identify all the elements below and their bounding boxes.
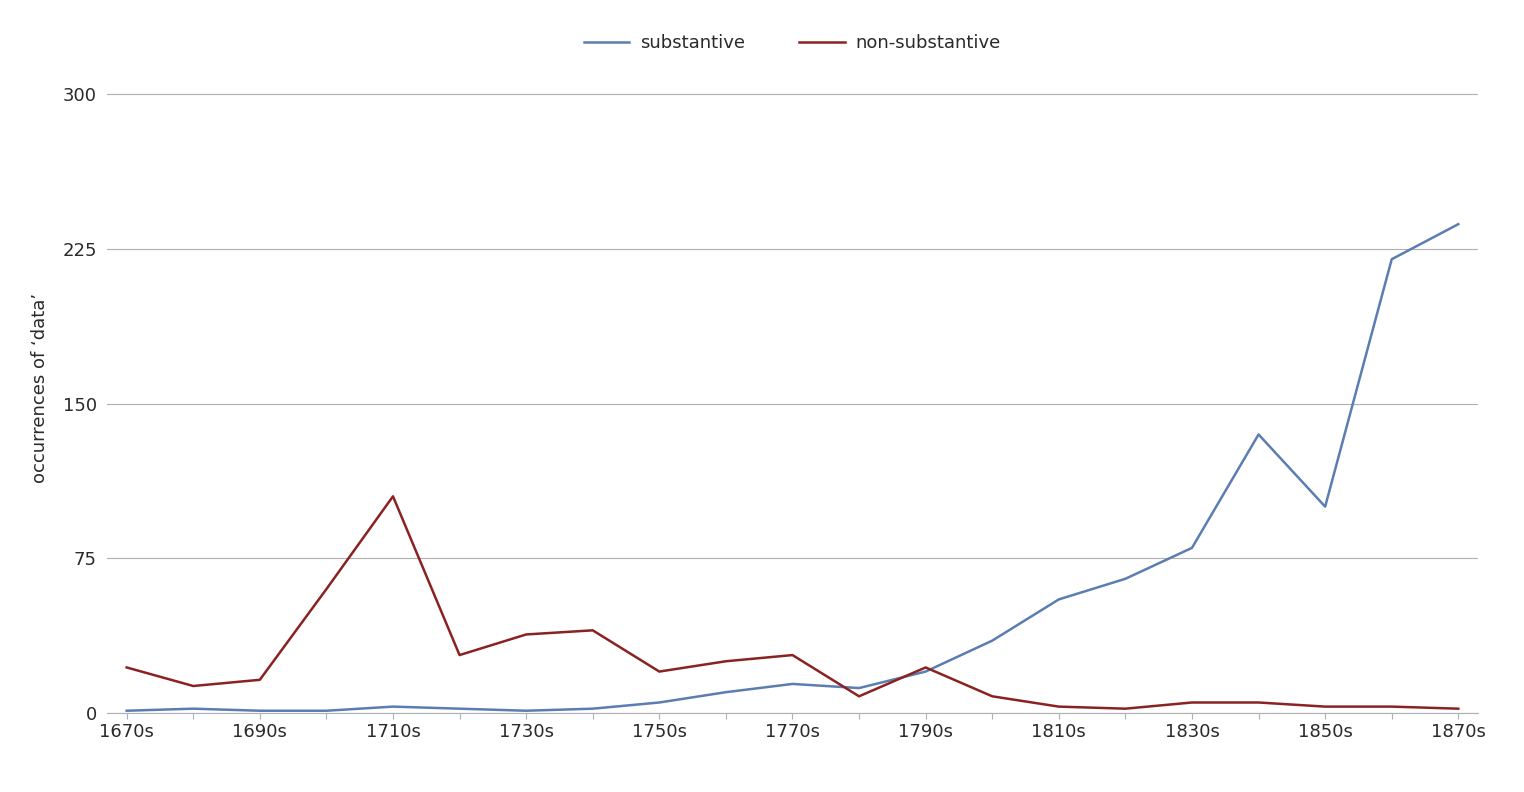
non-substantive (384, 492, 402, 501)
non-substantive (983, 691, 1001, 701)
non-substantive (850, 691, 869, 701)
non-substantive (1449, 704, 1468, 714)
substantive (1449, 219, 1468, 229)
substantive (1250, 430, 1268, 440)
non-substantive (1250, 698, 1268, 707)
substantive (916, 667, 934, 676)
substantive (384, 702, 402, 711)
substantive (1116, 574, 1134, 584)
substantive (1382, 254, 1401, 264)
non-substantive (317, 584, 335, 594)
substantive (117, 706, 136, 715)
non-substantive (1050, 702, 1068, 711)
non-substantive (1183, 698, 1201, 707)
substantive (850, 683, 869, 693)
substantive (1050, 595, 1068, 604)
substantive (1317, 502, 1335, 512)
non-substantive (783, 650, 802, 660)
substantive (451, 704, 469, 714)
non-substantive (1382, 702, 1401, 711)
substantive (317, 706, 335, 715)
non-substantive (1317, 702, 1335, 711)
Line: non-substantive: non-substantive (126, 497, 1458, 709)
substantive (651, 698, 669, 707)
non-substantive (916, 663, 934, 672)
substantive (250, 706, 268, 715)
substantive (584, 704, 602, 714)
non-substantive (451, 650, 469, 660)
non-substantive (184, 681, 203, 691)
Legend: substantive, non-substantive: substantive, non-substantive (578, 27, 1007, 59)
Y-axis label: occurrences of ‘data’: occurrences of ‘data’ (30, 293, 49, 483)
non-substantive (716, 657, 735, 666)
non-substantive (517, 630, 535, 639)
non-substantive (117, 663, 136, 672)
non-substantive (584, 626, 602, 635)
substantive (1183, 543, 1201, 553)
substantive (184, 704, 203, 714)
non-substantive (1116, 704, 1134, 714)
substantive (783, 680, 802, 689)
substantive (716, 687, 735, 697)
non-substantive (651, 667, 669, 676)
non-substantive (250, 675, 268, 684)
Line: substantive: substantive (126, 224, 1458, 710)
substantive (983, 636, 1001, 645)
substantive (517, 706, 535, 715)
